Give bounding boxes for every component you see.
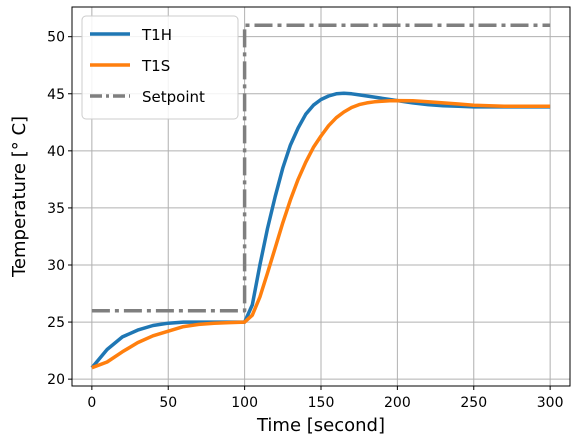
x-tick-label: 250 [460, 395, 487, 411]
legend-label: T1H [141, 26, 172, 44]
series-line-t1s [91, 98, 551, 370]
legend-box [81, 15, 239, 120]
grid [72, 7, 570, 386]
series-line-t1h [90, 91, 551, 369]
x-tick-label: 200 [384, 395, 411, 411]
legend: T1H T1S Setpoint [81, 15, 239, 120]
series-layer [90, 23, 551, 370]
y-tick-label: 40 [47, 144, 65, 160]
x-tick-label: 50 [159, 395, 177, 411]
y-tick-label: 20 [47, 372, 65, 388]
x-tick-label: 100 [231, 395, 258, 411]
x-tick-label: 150 [308, 395, 335, 411]
series-line-setpoint [91, 23, 551, 313]
y-tick-label: 25 [47, 315, 65, 331]
legend-label: Setpoint [142, 88, 205, 106]
y-axis-label: Temperature [° C] [9, 116, 30, 278]
x-tick-label: 300 [537, 395, 564, 411]
y-tick-label: 35 [47, 201, 65, 217]
legend-label: T1S [141, 57, 170, 75]
y-tick-label: 45 [47, 87, 65, 103]
x-tick-label: 0 [87, 395, 96, 411]
ticks: 0 50 100 150 200 250 300 20 25 30 35 40 45 50 [47, 30, 563, 411]
x-axis-label: Time [second] [256, 415, 385, 436]
y-tick-label: 30 [47, 258, 65, 274]
y-tick-label: 50 [47, 30, 65, 46]
